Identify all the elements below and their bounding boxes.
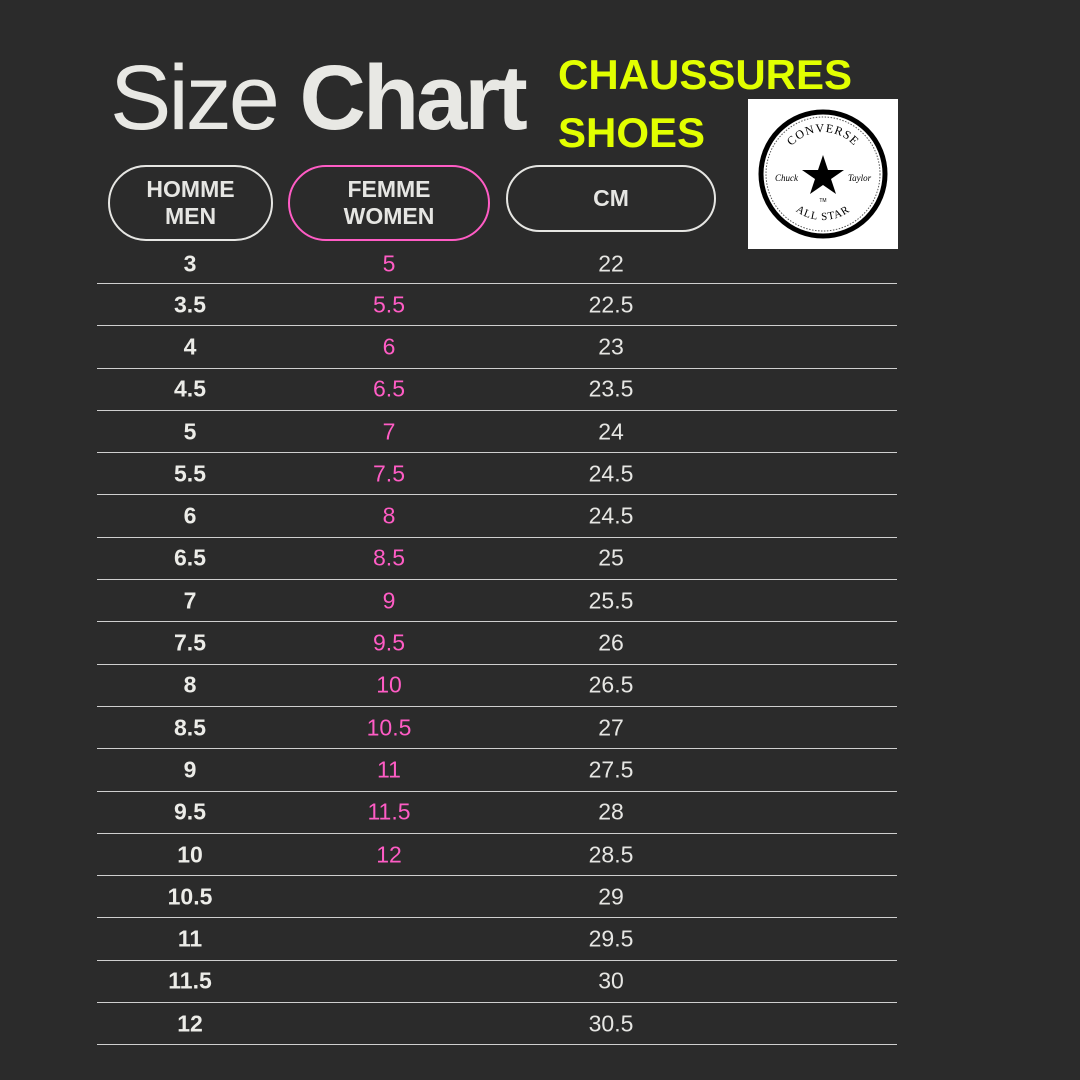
header-women-line1: FEMME xyxy=(347,176,431,202)
subtitle-shoes: SHOES xyxy=(558,109,706,156)
cell-women: 11.5 xyxy=(367,798,411,825)
header-women: FEMME WOMEN xyxy=(288,165,490,241)
cell-women: 7.5 xyxy=(373,460,405,487)
table-row: 10 12 28.5 xyxy=(97,834,897,877)
title-chart: Chart xyxy=(299,47,528,149)
title-size: Size xyxy=(110,47,280,149)
cell-men: 3.5 xyxy=(174,291,206,318)
cell-women: 11 xyxy=(377,756,401,783)
cell-women: 7 xyxy=(382,418,396,445)
cell-cm: 23 xyxy=(598,333,624,360)
converse-logo: CONVERSE ALL STAR Chuck Taylor TM xyxy=(748,99,898,249)
header-cm: CM xyxy=(506,165,716,232)
cell-cm: 25.5 xyxy=(588,587,634,614)
logo-tm: TM xyxy=(819,198,826,204)
cell-women: 12 xyxy=(376,841,402,867)
cell-men: 5 xyxy=(183,418,197,445)
size-table: 3 5 22 3.5 5.5 22.5 4 6 23 4.5 6.5 23.5 5 7 24 5.5 7.5 24… xyxy=(97,244,897,1046)
table-row: 7.5 9.5 26 xyxy=(97,622,897,665)
table-row: 12 30.5 xyxy=(97,1003,897,1046)
table-row: 5 7 24 xyxy=(97,411,897,454)
cell-women: 9 xyxy=(382,587,396,614)
table-row: 6.5 8.5 25 xyxy=(97,538,897,581)
table-row: 9.5 11.5 28 xyxy=(97,792,897,834)
cell-men: 4.5 xyxy=(174,375,206,402)
cell-cm: 22 xyxy=(598,250,624,276)
cell-cm: 24.5 xyxy=(588,502,634,529)
cell-women: 8.5 xyxy=(373,544,405,571)
cell-women: 6 xyxy=(382,333,396,360)
logo-text-right: Taylor xyxy=(848,173,872,183)
cell-women: 5 xyxy=(382,250,396,276)
cell-women: 9.5 xyxy=(373,629,405,656)
table-row: 4 6 23 xyxy=(97,326,897,369)
cell-men: 11.5 xyxy=(168,967,212,994)
cell-men: 10 xyxy=(177,841,203,867)
table-row: 6 8 24.5 xyxy=(97,495,897,538)
cell-men: 7.5 xyxy=(174,629,206,656)
logo-text-left: Chuck xyxy=(775,173,799,183)
cell-men: 5.5 xyxy=(174,460,206,487)
header-cm-line1: CM xyxy=(593,185,629,211)
table-row: 11.5 30 xyxy=(97,961,897,1004)
cell-women: 8 xyxy=(382,502,396,529)
cell-cm: 27.5 xyxy=(588,756,634,783)
cell-men: 7 xyxy=(183,587,197,614)
cell-cm: 27 xyxy=(598,714,624,741)
header-men-line1: HOMME xyxy=(146,176,235,202)
cell-men: 6.5 xyxy=(174,544,206,571)
cell-women: 5.5 xyxy=(373,291,405,318)
table-row: 7 9 25.5 xyxy=(97,580,897,623)
cell-cm: 23.5 xyxy=(588,375,634,402)
header-men: HOMME MEN xyxy=(108,165,273,241)
table-row: 3.5 5.5 22.5 xyxy=(97,284,897,327)
cell-men: 6 xyxy=(183,502,197,529)
cell-cm: 24.5 xyxy=(588,460,634,487)
header-men-line2: MEN xyxy=(164,203,217,229)
subtitle-chaussures: CHAUSSURES xyxy=(558,51,853,98)
cell-women: 10.5 xyxy=(366,714,412,741)
cell-men: 9 xyxy=(183,756,197,783)
table-row: 10.5 29 xyxy=(97,876,897,919)
cell-cm: 25 xyxy=(598,544,624,571)
table-row: 8.5 10.5 27 xyxy=(97,707,897,750)
cell-cm: 28.5 xyxy=(588,841,634,867)
cell-men: 8 xyxy=(183,671,197,698)
cell-cm: 29 xyxy=(598,883,624,910)
header-women-line2: WOMEN xyxy=(343,203,435,229)
cell-cm: 22.5 xyxy=(588,291,634,318)
cell-men: 10.5 xyxy=(167,883,213,910)
cell-women: 6.5 xyxy=(373,375,405,402)
page-title: Size Chart xyxy=(110,52,528,144)
cell-cm: 26.5 xyxy=(588,671,634,698)
cell-men: 11 xyxy=(177,925,203,952)
cell-men: 9.5 xyxy=(174,798,206,825)
table-row: 3 5 22 xyxy=(97,244,897,284)
cell-cm: 30 xyxy=(598,967,624,994)
cell-cm: 24 xyxy=(598,418,624,445)
cell-cm: 28 xyxy=(598,798,624,825)
cell-men: 12 xyxy=(177,1010,203,1037)
table-row: 8 10 26.5 xyxy=(97,665,897,707)
cell-women: 10 xyxy=(376,671,402,698)
table-row: 11 29.5 xyxy=(97,918,897,961)
cell-men: 4 xyxy=(183,333,197,360)
table-row: 9 11 27.5 xyxy=(97,749,897,792)
cell-cm: 26 xyxy=(598,629,624,656)
cell-cm: 29.5 xyxy=(588,925,634,952)
converse-badge-icon: CONVERSE ALL STAR Chuck Taylor TM xyxy=(758,109,888,239)
table-row: 4.5 6.5 23.5 xyxy=(97,369,897,411)
cell-cm: 30.5 xyxy=(588,1010,634,1037)
table-row: 5.5 7.5 24.5 xyxy=(97,453,897,496)
cell-men: 8.5 xyxy=(174,714,206,741)
cell-men: 3 xyxy=(183,250,197,276)
